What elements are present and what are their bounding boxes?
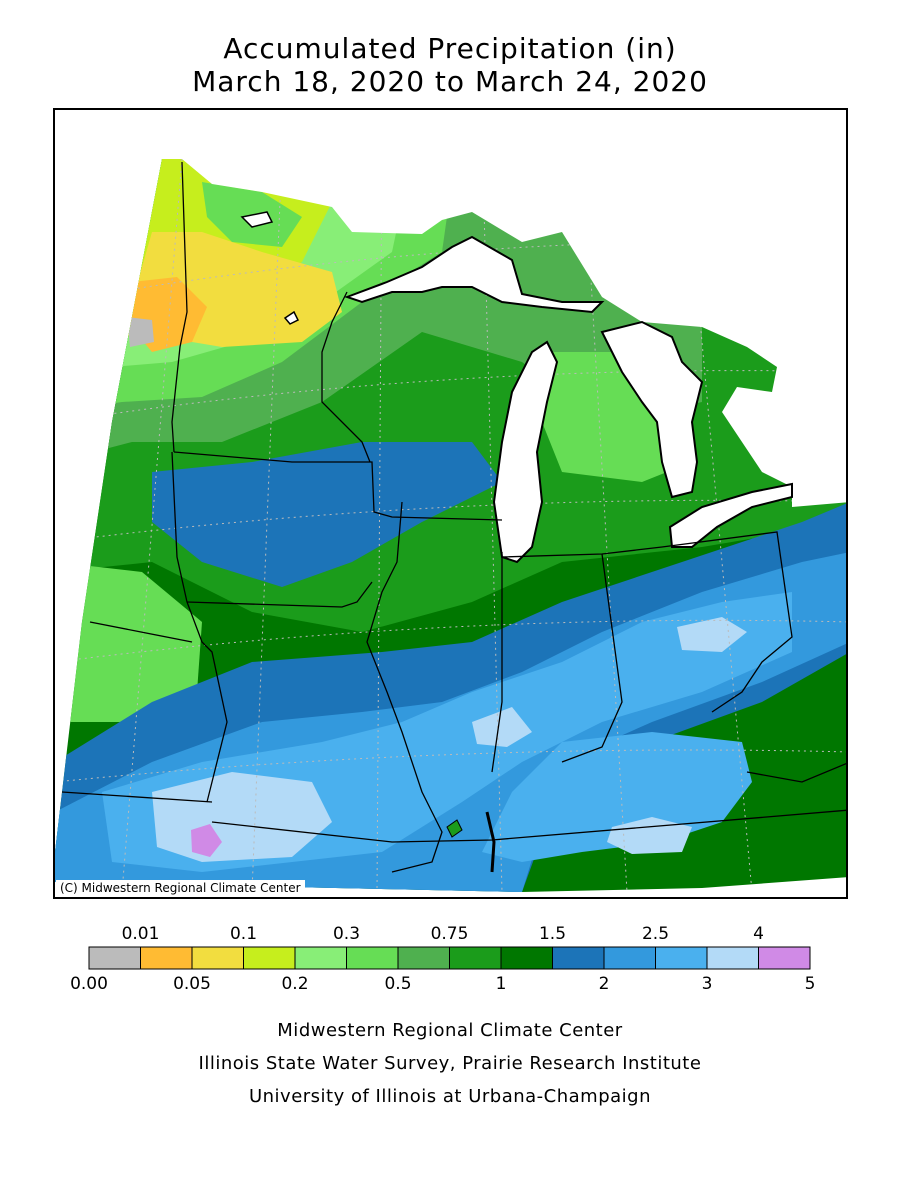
- legend-bottom-label: 0.2: [281, 974, 308, 994]
- legend-box: [552, 946, 605, 970]
- lake-huron: [600, 320, 704, 499]
- legend-bottom-label: 3: [702, 974, 713, 994]
- state-boundaries: [61, 161, 846, 873]
- legend-box: [397, 946, 450, 970]
- mississippi-river: [485, 811, 496, 873]
- no-data-canada: [55, 110, 846, 507]
- legend-top-label: 0.01: [122, 924, 160, 944]
- legend-bottom-labels: 0.00 0.05 0.2 0.5 1 2 3 5: [70, 974, 815, 994]
- precip-band-0-0.01: [127, 317, 154, 347]
- legend-box: [449, 946, 502, 970]
- precipitation-map: (C) Midwestern Regional Climate Center: [53, 108, 848, 899]
- lake-red-lake: [283, 310, 300, 325]
- legend-box: [140, 946, 193, 970]
- footer-survey: Illinois State Water Survey, Prairie Res…: [198, 1053, 702, 1074]
- precip-band-1.5-2-north: [152, 442, 502, 587]
- legend-box: [346, 946, 399, 970]
- legend-box: [243, 946, 296, 970]
- lake-michigan: [492, 340, 559, 564]
- footer-organization: Midwestern Regional Climate Center: [277, 1020, 623, 1041]
- copyright-label: (C) Midwestern Regional Climate Center: [56, 880, 305, 896]
- precip-band-3-4-central: [472, 707, 532, 747]
- legend-top-labels: 0.01 0.1 0.3 0.75 1.5 2.5 4: [122, 924, 764, 944]
- legend-box: [758, 946, 811, 970]
- legend-box: [603, 946, 656, 970]
- legend-bottom-label: 2: [599, 974, 610, 994]
- precip-patch-west: [55, 562, 202, 722]
- color-legend: 0.01 0.1 0.3 0.75 1.5 2.5 4 0.00 0.05 0.2 0.5 1 2 3 5: [0, 915, 900, 1005]
- legend-top-label: 4: [753, 924, 764, 944]
- legend-box: [88, 946, 141, 970]
- map-title: Accumulated Precipitation (in): [223, 32, 677, 65]
- precip-band-3-4-south: [607, 817, 692, 854]
- legend-box: [655, 946, 708, 970]
- legend-graphic: 0.01 0.1 0.3 0.75 1.5 2.5 4 0.00 0.05 0.2 0.5 1 2 3 5: [70, 924, 815, 994]
- legend-box: [500, 946, 553, 970]
- footer-university: University of Illinois at Urbana-Champai…: [248, 1086, 652, 1107]
- map-date-range: March 18, 2020 to March 24, 2020: [192, 65, 708, 98]
- legend-color-boxes: [88, 946, 811, 970]
- legend-top-label: 1.5: [539, 924, 566, 944]
- legend-top-label: 0.3: [333, 924, 360, 944]
- legend-top-label: 2.5: [642, 924, 669, 944]
- legend-box: [294, 946, 347, 970]
- river-patch: [446, 819, 463, 838]
- lake-superior: [344, 235, 605, 314]
- legend-box: [706, 946, 759, 970]
- map-graphic: [55, 110, 846, 892]
- lake-of-the-woods: [240, 211, 274, 228]
- precip-band-4-5: [191, 824, 222, 857]
- legend-bottom-label: 0.00: [70, 974, 108, 994]
- legend-bottom-label: 1: [496, 974, 507, 994]
- legend-bottom-label: 5: [805, 974, 816, 994]
- legend-top-label: 0.1: [230, 924, 257, 944]
- legend-box: [191, 946, 244, 970]
- legend-bottom-label: 0.05: [173, 974, 211, 994]
- legend-top-label: 0.75: [431, 924, 469, 944]
- lake-erie: [668, 482, 793, 548]
- legend-bottom-label: 0.5: [384, 974, 411, 994]
